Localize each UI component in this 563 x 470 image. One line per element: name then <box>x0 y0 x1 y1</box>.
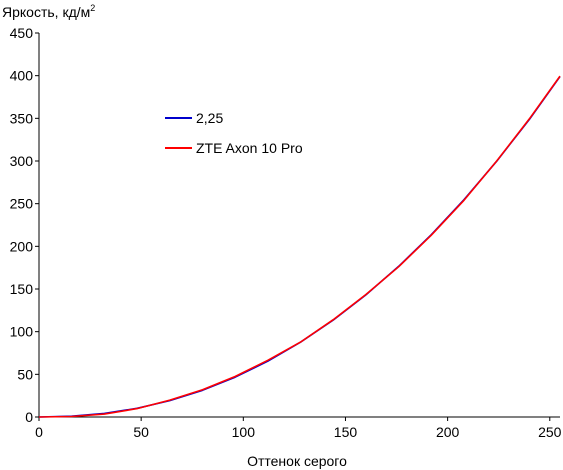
x-tick-label: 50 <box>133 424 149 440</box>
series-line-1 <box>38 75 561 418</box>
y-tick-label: 350 <box>10 110 34 126</box>
x-tick-label: 0 <box>35 424 43 440</box>
legend-label-0: 2,25 <box>196 110 223 126</box>
y-tick-label: 50 <box>17 366 33 382</box>
series-layer <box>38 75 561 418</box>
y-tick-label: 450 <box>10 25 34 41</box>
y-axis-label: Яркость, кд/м2 <box>2 3 95 20</box>
x-tick-label: 100 <box>232 424 256 440</box>
legend: 2,25 ZTE Axon 10 Pro <box>165 110 303 156</box>
y-tick-label: 0 <box>25 409 33 425</box>
y-axis-label-superscript: 2 <box>90 3 95 13</box>
series-line-0 <box>38 76 561 418</box>
y-tick-label: 300 <box>10 153 34 169</box>
axes: 0 50 100 150 200 250 300 350 400 450 0 50 100 150 200 2… <box>10 25 562 440</box>
y-tick-label: 250 <box>10 196 34 212</box>
y-tick-label: 400 <box>10 68 34 84</box>
y-tick-label: 200 <box>10 238 34 254</box>
x-tick-label: 250 <box>538 424 562 440</box>
y-tick-label: 150 <box>10 281 34 297</box>
y-tick-label: 100 <box>10 324 34 340</box>
x-tick-label: 150 <box>334 424 358 440</box>
x-tick-label: 200 <box>436 424 460 440</box>
y-axis-label-text: Яркость, кд/м <box>2 4 90 20</box>
x-axis-label: Оттенок серого <box>247 453 347 469</box>
legend-label-1: ZTE Axon 10 Pro <box>196 140 303 156</box>
